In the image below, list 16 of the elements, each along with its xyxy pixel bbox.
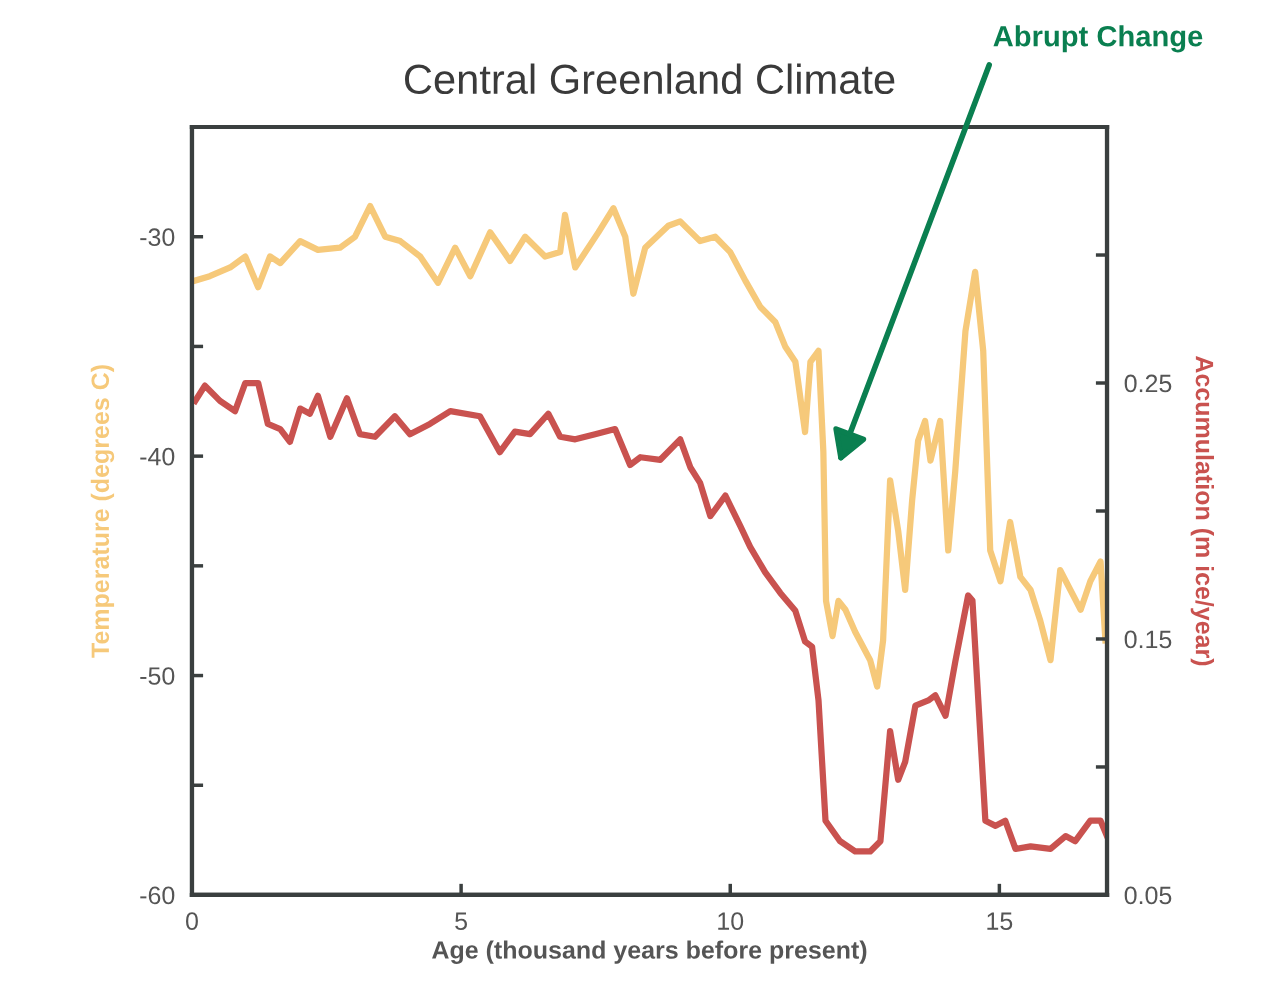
y-axis-title: Temperature (degrees C)	[90, 365, 115, 658]
y-tick-label: -30	[140, 228, 175, 247]
x-tick-label: 15	[987, 912, 1013, 930]
y-tick-label: -40	[140, 447, 175, 466]
y2-tick-label: 0.25	[1124, 374, 1172, 393]
chart-title: Central Greenland Climate	[404, 63, 895, 95]
text: Abrupt Change	[993, 25, 1203, 53]
y-tick-label: -50	[140, 667, 175, 685]
y2-tick-label: 0.15	[1124, 630, 1172, 649]
y-tick-label: -60	[140, 886, 175, 905]
x-tick-label: 5	[455, 912, 468, 930]
y2-tick-label: 0.05	[1124, 886, 1172, 905]
x-tick-label: 10	[718, 912, 744, 930]
x-tick-label: 0	[186, 912, 198, 930]
x-axis-title: Age (thousand years before present)	[432, 940, 867, 964]
y2-axis-title: Accumulation (m ice/year)	[1190, 356, 1215, 666]
